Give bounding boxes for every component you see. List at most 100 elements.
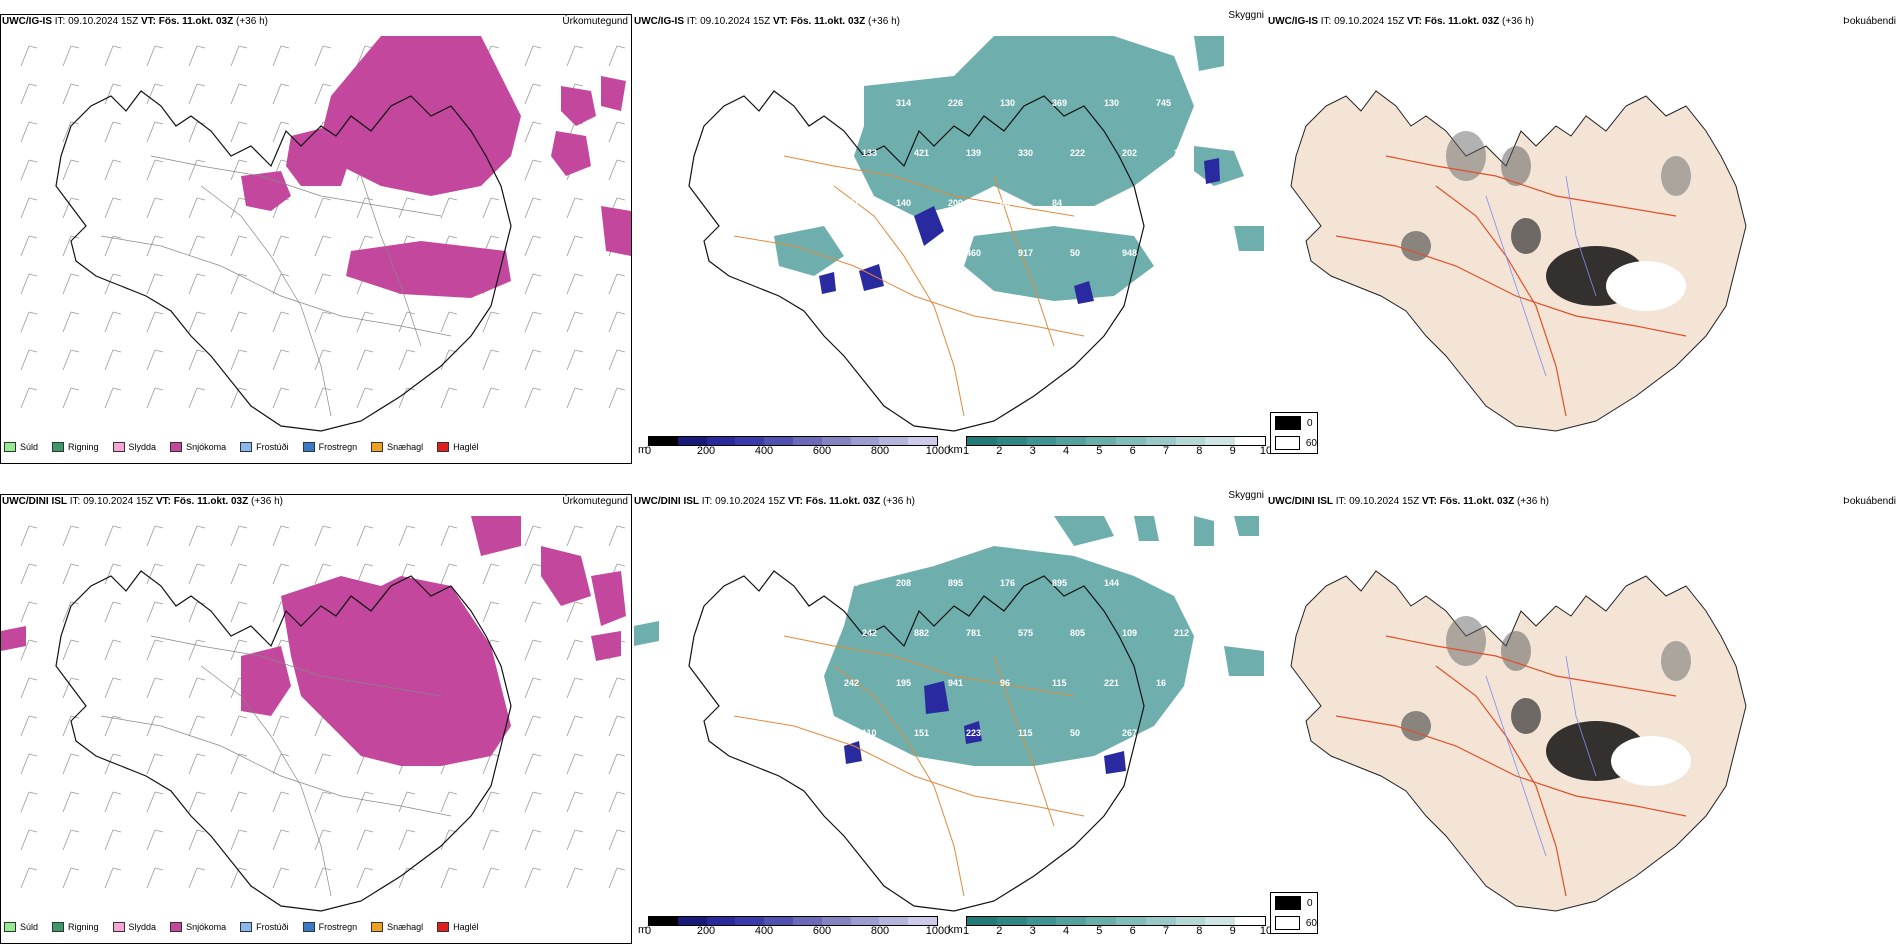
wind-barb	[524, 525, 542, 547]
legend-item: Slydda	[112, 922, 156, 932]
cloud-base-label: 139	[966, 148, 981, 158]
cloud-base-label: 460	[966, 248, 981, 258]
legend-label: Snæhagl	[387, 442, 424, 452]
it-label: IT:	[69, 496, 81, 507]
cloud-base-label: 151	[914, 728, 929, 738]
wind-barb	[272, 753, 290, 775]
wind-barb	[272, 715, 290, 737]
wind-barb	[314, 197, 332, 219]
wind-barb	[104, 311, 122, 333]
cloud-base-label: 226	[948, 98, 963, 108]
wind-barb	[482, 829, 500, 851]
wind-barb	[314, 563, 332, 585]
wind-barb	[188, 235, 206, 257]
legend-label: Haglél	[453, 442, 479, 452]
fog-legend: 0 60	[1270, 892, 1318, 934]
colorbar-unit: m	[638, 444, 648, 456]
colorbar-cell	[1205, 917, 1236, 925]
panel-header: UWC/DINI ISL IT: 09.10.2024 15Z VT: Fös.…	[1268, 494, 1898, 510]
legend-swatch	[302, 922, 315, 932]
wind-barb	[440, 197, 458, 219]
legend-swatch	[112, 922, 125, 932]
wind-barb	[524, 791, 542, 813]
precip-legend: Súld Rigning Slydda Snjókoma Frostúði Fr…	[4, 442, 479, 452]
roads	[733, 635, 1085, 897]
wind-barb	[188, 83, 206, 105]
colorbar-cell	[967, 917, 997, 925]
colorbar-cell	[996, 437, 1027, 445]
wind-barb	[524, 639, 542, 661]
colorbar-cell	[1235, 917, 1265, 925]
wind-barb	[146, 829, 164, 851]
wind-barb	[62, 753, 80, 775]
fog-roads	[1335, 155, 1687, 417]
cloud-base-label: 314	[896, 98, 911, 108]
wind-barb	[440, 311, 458, 333]
wind-barb	[314, 525, 332, 547]
wind-barb	[62, 45, 80, 67]
legend-item: Súld	[4, 922, 38, 932]
panel-title: Skyggni	[1228, 10, 1264, 21]
wind-barb	[146, 159, 164, 181]
colorbar-cell	[850, 917, 880, 925]
cloud-base-colorbar: m 0 200 400 600 800 1000	[638, 916, 950, 937]
cloud-labels: 269 208 895 176 895 144 308 242 882 781 575 805 109 2…	[844, 578, 1189, 788]
wind-barb	[272, 311, 290, 333]
wind-barb	[20, 677, 38, 699]
wind-barb	[356, 197, 374, 219]
roads	[100, 635, 452, 897]
colorbar-cell	[792, 917, 822, 925]
wind-barb	[566, 829, 584, 851]
cloud-base-label: 242	[862, 628, 877, 638]
wind-barb	[104, 121, 122, 143]
colorbar-cell	[1026, 437, 1057, 445]
wind-barb	[230, 387, 248, 409]
wind-barb	[608, 45, 626, 67]
colorbar-tick-label: 10	[1259, 445, 1273, 457]
colorbar-cell	[821, 917, 851, 925]
coastline	[55, 570, 512, 912]
precip-map	[20, 36, 631, 432]
model-name: UWC/IG-IS	[1268, 16, 1318, 27]
roads	[100, 155, 452, 417]
wind-barb	[230, 639, 248, 661]
wind-barb	[440, 563, 458, 585]
colorbar-tick-label: 9	[1229, 445, 1236, 457]
wind-barb	[146, 753, 164, 775]
wind-barb	[272, 525, 290, 547]
cloud-base-label: 242	[844, 678, 859, 688]
cloud-base-label: 133	[862, 148, 877, 158]
wind-barb	[230, 791, 248, 813]
legend-swatch	[302, 442, 315, 452]
cloud-base-label: 421	[914, 148, 929, 158]
colorbar-cell	[1115, 437, 1146, 445]
wind-barb	[146, 45, 164, 67]
wind-barb	[524, 601, 542, 623]
wind-barb	[188, 273, 206, 295]
colorbar-cell	[879, 917, 909, 925]
colorbar-cells	[966, 436, 1266, 446]
legend-label: Slydda	[128, 442, 157, 452]
wind-barb	[314, 311, 332, 333]
wind-barb	[566, 753, 584, 775]
wind-barb	[104, 197, 122, 219]
panel-title: Þokuábendi	[1843, 16, 1896, 27]
wind-barb	[608, 715, 626, 737]
wind-barb	[146, 677, 164, 699]
wind-barb	[566, 197, 584, 219]
vt-label: VT:	[1406, 16, 1422, 27]
colorbar-cell	[706, 917, 736, 925]
legend-swatch	[52, 442, 65, 452]
wind-barb	[146, 273, 164, 295]
wind-barb	[188, 349, 206, 371]
colorbar-tick-label: 200	[696, 445, 716, 457]
wind-barb	[566, 791, 584, 813]
wind-barb	[524, 563, 542, 585]
wind-barbs	[20, 525, 626, 889]
wind-barb	[482, 753, 500, 775]
wind-barb	[20, 753, 38, 775]
colorbar-cell	[821, 437, 851, 445]
wind-barb	[20, 525, 38, 547]
wind-barb	[20, 639, 38, 661]
wind-barb	[62, 639, 80, 661]
